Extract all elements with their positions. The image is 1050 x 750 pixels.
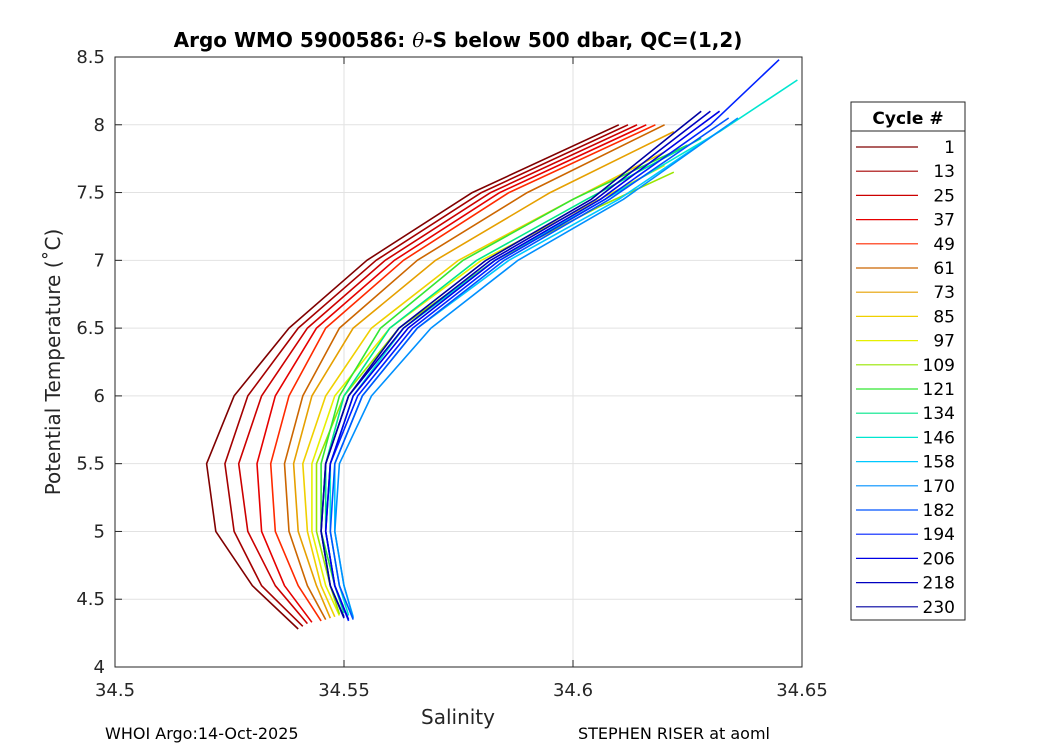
series-line-cycle-97 [311, 164, 665, 616]
y-tick-label: 5 [94, 521, 105, 542]
legend-title: Cycle # [872, 109, 943, 129]
x-tick-label: 34.65 [776, 680, 828, 701]
series-line-cycle-1 [205, 124, 620, 630]
legend-label-cycle-194: 194 [923, 525, 955, 545]
series-line-cycle-121 [320, 144, 688, 614]
chart-title-prefix: Argo WMO 5900586: [174, 28, 413, 52]
legend-label-cycle-170: 170 [923, 477, 955, 497]
legend-label-cycle-85: 85 [933, 307, 955, 327]
series-line-cycle-61 [283, 124, 665, 620]
legend-label-cycle-230: 230 [923, 598, 955, 618]
legend-label-cycle-49: 49 [933, 235, 955, 255]
legend-entries: 1 13 25 37 49 61 73 85 97 109 121 134 146 158 170 182 19… [856, 138, 955, 618]
legend-label-cycle-97: 97 [933, 332, 955, 352]
series-line-cycle-37 [256, 124, 647, 623]
series-line-cycle-109 [315, 171, 675, 615]
y-tick-label: 4 [94, 657, 105, 678]
series-line-cycle-49 [269, 124, 656, 622]
y-tick-label: 7.5 [76, 183, 105, 204]
y-tick-label: 8 [94, 115, 105, 136]
x-axis-ticks: 34.5 34.55 34.6 34.65 [95, 57, 828, 701]
y-tick-label: 8.5 [76, 47, 105, 68]
legend: Cycle # 1 13 25 37 49 61 73 85 97 109 121 134 146 158… [850, 101, 966, 621]
footer-credit-date: WHOI Argo:14-Oct-2025 [105, 724, 299, 743]
legend-label-cycle-13: 13 [933, 162, 955, 182]
series-line-cycle-218 [320, 110, 711, 619]
series-line-cycle-13 [224, 124, 629, 627]
legend-label-cycle-61: 61 [933, 259, 955, 279]
series-line-cycle-134 [324, 137, 702, 614]
legend-label-cycle-146: 146 [923, 428, 955, 448]
x-tick-label: 34.55 [318, 680, 370, 701]
chart-title: Argo WMO 5900586: θ-S below 500 dbar, QC… [174, 28, 743, 52]
series-lines [205, 59, 798, 630]
legend-label-cycle-1: 1 [944, 138, 955, 158]
legend-label-cycle-134: 134 [923, 404, 955, 424]
series-line-cycle-182 [329, 117, 730, 620]
legend-label-cycle-109: 109 [923, 356, 955, 376]
series-line-cycle-170 [333, 117, 739, 619]
legend-label-cycle-206: 206 [923, 549, 955, 569]
footer-operator: STEPHEN RISER at aoml [578, 724, 770, 743]
series-line-cycle-25 [237, 124, 638, 625]
y-tick-label: 7 [94, 250, 105, 271]
y-tick-label: 6.5 [76, 318, 105, 339]
legend-label-cycle-218: 218 [923, 574, 955, 594]
legend-label-cycle-73: 73 [933, 283, 955, 303]
legend-label-cycle-121: 121 [923, 380, 955, 400]
y-tick-label: 4.5 [76, 589, 105, 610]
x-axis-label: Salinity [421, 705, 495, 729]
series-line-cycle-206 [324, 110, 721, 620]
legend-label-cycle-158: 158 [923, 453, 955, 473]
y-tick-label: 5.5 [76, 454, 105, 475]
plot-area-frame [114, 56, 803, 668]
legend-label-cycle-37: 37 [933, 211, 955, 231]
y-axis-ticks: 4 4.5 5 5.5 6 6.5 7 7.5 8 8.5 [76, 47, 802, 678]
chart-title-theta-symbol: θ [412, 28, 424, 52]
series-line-cycle-230 [320, 110, 702, 618]
y-tick-label: 6 [94, 386, 105, 407]
legend-label-cycle-25: 25 [933, 186, 955, 206]
x-tick-label: 34.5 [95, 680, 135, 701]
series-line-cycle-73 [292, 130, 675, 619]
chart-title-suffix: -S below 500 dbar, QC=(1,2) [424, 28, 742, 52]
x-tick-label: 34.6 [553, 680, 593, 701]
grid-lines [115, 57, 802, 667]
legend-label-cycle-182: 182 [923, 501, 955, 521]
y-axis-label: Potential Temperature (˚C) [41, 229, 65, 496]
